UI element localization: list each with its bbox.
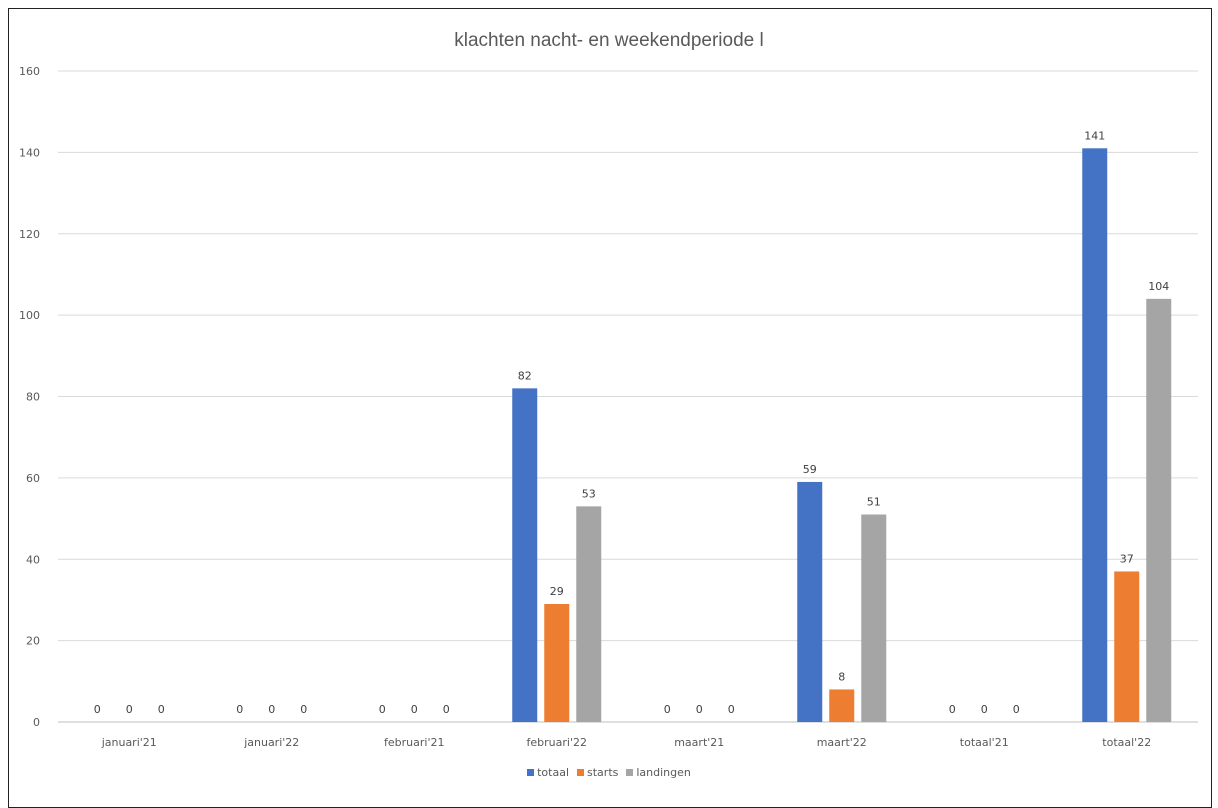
data-label: 0 <box>728 703 735 716</box>
data-label: 29 <box>550 585 564 598</box>
legend-item-starts: starts <box>577 766 618 779</box>
legend-label: starts <box>587 766 619 779</box>
data-label: 0 <box>949 703 956 716</box>
y-tick-label: 120 <box>19 228 40 241</box>
y-tick-label: 140 <box>19 146 40 159</box>
data-label: 0 <box>443 703 450 716</box>
x-tick-label: maart'21 <box>674 736 724 749</box>
legend-label: landingen <box>636 766 691 779</box>
x-tick-label: totaal'21 <box>960 736 1009 749</box>
x-tick-label: januari'21 <box>101 736 157 749</box>
y-tick-label: 20 <box>26 635 40 648</box>
x-tick-label: februari'21 <box>384 736 444 749</box>
x-tick-label: februari'22 <box>527 736 587 749</box>
legend-swatch <box>527 769 535 776</box>
data-label: 0 <box>981 703 988 716</box>
bar-totaal <box>512 388 538 722</box>
bar-landingen <box>861 514 887 722</box>
x-tick-label: totaal'22 <box>1102 736 1151 749</box>
legend-swatch <box>577 769 585 776</box>
chart-frame <box>8 8 1212 808</box>
bar-totaal <box>1082 148 1108 722</box>
data-label: 104 <box>1148 280 1169 293</box>
data-label: 0 <box>300 703 307 716</box>
data-label: 82 <box>518 369 532 382</box>
data-label: 0 <box>236 703 243 716</box>
y-tick-label: 0 <box>33 716 40 729</box>
bar-starts <box>1114 571 1140 722</box>
x-tick-label: maart'22 <box>817 736 867 749</box>
bar-totaal <box>797 481 823 722</box>
data-label: 0 <box>411 703 418 716</box>
data-label: 0 <box>94 703 101 716</box>
y-tick-label: 80 <box>26 391 40 404</box>
bar-starts <box>544 604 570 722</box>
data-label: 0 <box>268 703 275 716</box>
x-tick-label: januari'22 <box>243 736 299 749</box>
y-tick-label: 160 <box>19 65 40 78</box>
data-label: 0 <box>379 703 386 716</box>
y-tick-label: 40 <box>26 553 40 566</box>
bar-landingen <box>576 506 602 722</box>
data-label: 37 <box>1120 552 1134 565</box>
legend-label: totaal <box>537 766 570 779</box>
data-label: 0 <box>126 703 133 716</box>
y-tick-label: 60 <box>26 472 40 485</box>
y-tick-label: 100 <box>19 309 40 322</box>
bar-starts <box>829 689 855 722</box>
data-label: 8 <box>838 670 845 683</box>
legend-swatch <box>626 769 634 776</box>
legend-item-landingen: landingen <box>626 766 691 779</box>
chart-title: klachten nacht- en weekendperiode l <box>454 30 764 51</box>
legend-item-totaal: totaal <box>527 766 569 779</box>
data-label: 53 <box>582 487 596 500</box>
data-label: 141 <box>1084 129 1105 142</box>
data-label: 0 <box>158 703 165 716</box>
data-label: 59 <box>803 463 817 476</box>
data-label: 51 <box>867 495 881 508</box>
chart-legend: totaal starts landingen <box>0 766 1218 779</box>
data-label: 0 <box>664 703 671 716</box>
data-label: 0 <box>696 703 703 716</box>
data-label: 0 <box>1013 703 1020 716</box>
bar-landingen <box>1146 298 1172 722</box>
